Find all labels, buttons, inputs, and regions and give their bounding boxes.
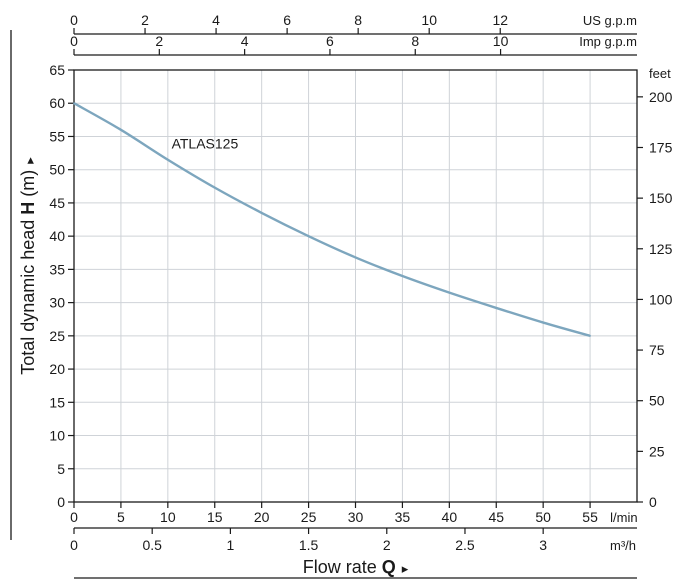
right-tick-label: 125 <box>649 241 673 257</box>
right-tick-label: 50 <box>649 393 665 409</box>
y-axis-title-text: Total dynamic head <box>18 215 38 375</box>
series-layer <box>73 102 591 338</box>
x-axis-title: Flow rate Q ▸ <box>303 557 409 577</box>
bottom-tick-label: 30 <box>348 509 364 525</box>
bottom-tick-label: 20 <box>254 509 270 525</box>
bottom-tick-label: 15 <box>207 509 223 525</box>
x-axis-arrow-icon: ▸ <box>402 561 409 576</box>
series-point <box>401 275 404 277</box>
series-point <box>120 128 122 131</box>
axes <box>10 28 643 579</box>
left-tick-label: 10 <box>49 428 65 444</box>
left-tick-label: 15 <box>49 394 65 410</box>
secondary-bottom-tick-label: 3 <box>539 537 547 553</box>
right-tick-label: 100 <box>649 291 673 307</box>
left-tick-label: 45 <box>49 195 65 211</box>
series-point <box>589 334 591 337</box>
series-line-atlas125 <box>73 102 591 338</box>
us-tick-label: 10 <box>421 12 437 28</box>
us-tick-label: 2 <box>141 12 149 28</box>
bottom-tick-label: 0 <box>70 509 78 525</box>
us-tick-label: 12 <box>492 12 508 28</box>
secondary-bottom-tick-label: 0.5 <box>142 537 162 553</box>
grid <box>74 70 637 502</box>
left-tick-label: 0 <box>57 494 65 510</box>
y-axis-title: Total dynamic head H (m) ▸ <box>18 157 38 375</box>
right-tick-label: 75 <box>649 342 665 358</box>
series-point <box>448 291 451 294</box>
bottom-tick-label: 45 <box>488 509 504 525</box>
series-point <box>354 256 357 259</box>
series-point <box>542 321 545 324</box>
bottom-tick-label: 35 <box>395 509 411 525</box>
series-point <box>166 158 169 161</box>
right-tick-label: 0 <box>649 494 657 510</box>
series-point <box>495 307 498 309</box>
bottom-tick-label: 50 <box>535 509 551 525</box>
bottom-tick-label: 5 <box>117 509 125 525</box>
bottom-tick-label: 10 <box>160 509 176 525</box>
left-tick-label: 60 <box>49 95 65 111</box>
bottom-tick-label: 40 <box>442 509 458 525</box>
right-axis-unit: feet <box>649 66 671 81</box>
us-tick-label: 4 <box>212 12 220 28</box>
left-tick-label: 40 <box>49 228 65 244</box>
left-tick-label: 25 <box>49 328 65 344</box>
left-tick-label: 30 <box>49 295 65 311</box>
secondary-bottom-tick-label: 1 <box>226 537 234 553</box>
series-point <box>260 211 263 214</box>
y-axis-title-symbol: H <box>18 202 38 215</box>
labels-layer: 0510152025303540455055606502550751001251… <box>18 12 673 577</box>
series-point <box>307 235 310 238</box>
secondary-bottom-unit: m³/h <box>610 538 636 553</box>
bottom-axis-unit: l/min <box>610 510 637 525</box>
secondary-bottom-tick-label: 1.5 <box>299 537 319 553</box>
secondary-bottom-tick-label: 2 <box>383 537 391 553</box>
left-tick-label: 50 <box>49 162 65 178</box>
x-axis-title-text: Flow rate <box>303 557 382 577</box>
us-tick-label: 0 <box>70 12 78 28</box>
x-axis-title-symbol: Q <box>382 557 396 577</box>
right-tick-label: 150 <box>649 190 673 206</box>
us-tick-label: 8 <box>354 12 362 28</box>
left-tick-label: 65 <box>49 62 65 78</box>
us-tick-label: 6 <box>283 12 291 28</box>
bottom-tick-label: 55 <box>582 509 598 525</box>
imp-tick-label: 8 <box>411 33 419 49</box>
imp-tick-label: 10 <box>493 33 509 49</box>
imp-tick-label: 0 <box>70 33 78 49</box>
us-axis-unit: US g.p.m <box>583 13 637 28</box>
secondary-bottom-tick-label: 2.5 <box>455 537 475 553</box>
right-tick-label: 175 <box>649 139 673 155</box>
left-tick-label: 5 <box>57 461 65 477</box>
series-label: ATLAS125 <box>172 135 239 151</box>
left-tick-label: 35 <box>49 261 65 277</box>
y-axis-arrow-icon: ▸ <box>22 157 37 164</box>
imp-tick-label: 6 <box>326 33 334 49</box>
left-tick-label: 55 <box>49 128 65 144</box>
series-point <box>213 186 216 189</box>
series-point <box>73 102 75 105</box>
secondary-bottom-tick-label: 0 <box>70 537 78 553</box>
left-tick-label: 20 <box>49 361 65 377</box>
imp-axis-unit: Imp g.p.m <box>579 34 637 49</box>
bottom-tick-label: 25 <box>301 509 317 525</box>
y-axis-title-unit: (m) <box>18 170 38 202</box>
imp-tick-label: 4 <box>241 33 249 49</box>
right-tick-label: 25 <box>649 443 665 459</box>
right-tick-label: 200 <box>649 89 673 105</box>
imp-tick-label: 2 <box>155 33 163 49</box>
